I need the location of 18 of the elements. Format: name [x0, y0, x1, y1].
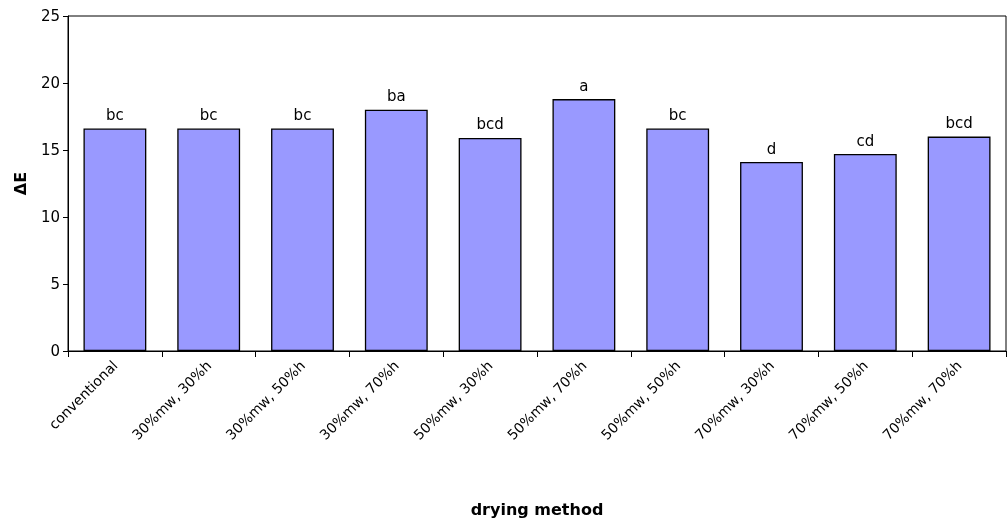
y-tick-label: 5	[50, 275, 60, 293]
annotation: a	[579, 76, 589, 95]
y-tick-label: 20	[40, 74, 60, 92]
annotation: ba	[386, 87, 406, 106]
x-axis-title: drying method	[470, 499, 604, 519]
annotation: bcd	[476, 115, 504, 134]
y-tick-label: 15	[40, 141, 60, 159]
annotation: bc	[668, 106, 687, 125]
y-tick-label: 10	[40, 208, 60, 226]
annotation: bc	[106, 106, 124, 125]
annotation: bc	[293, 106, 312, 125]
y-tick-label: 25	[40, 7, 60, 25]
y-axis-title: ΔE	[10, 171, 30, 196]
annotation: d	[766, 139, 777, 158]
annotation: cd	[856, 131, 875, 150]
annotation: bc	[199, 106, 218, 125]
annotation: bcd	[945, 114, 973, 133]
y-tick-label: 0	[50, 342, 60, 360]
